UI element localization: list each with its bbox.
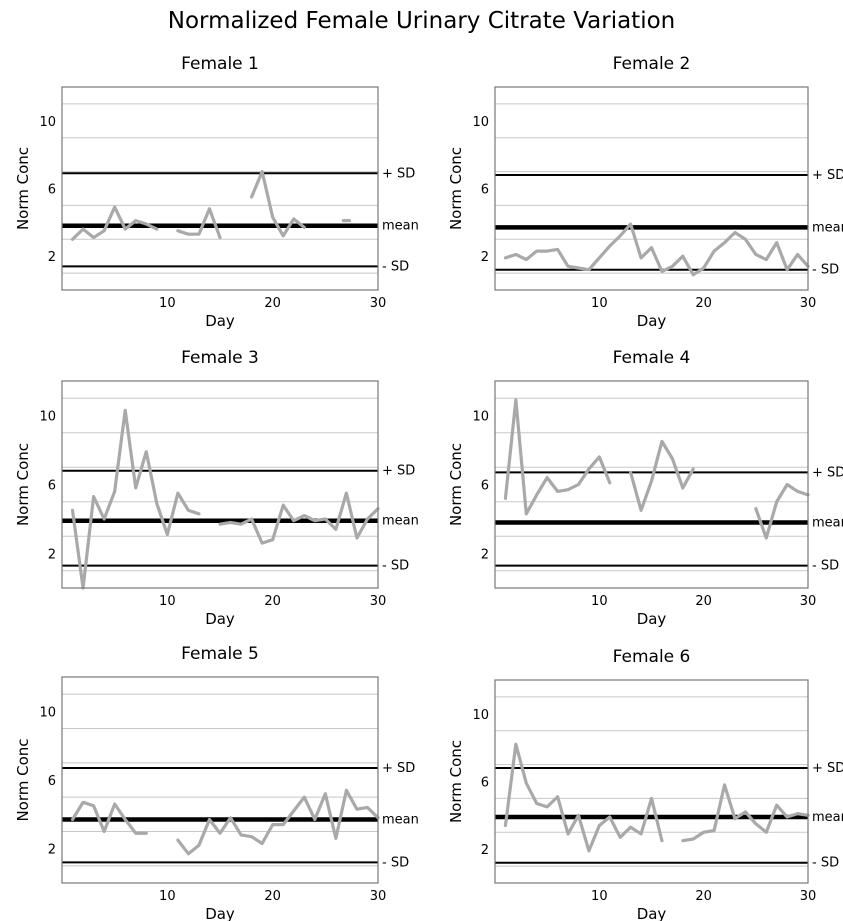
chart-panel-1: + SD mean - SD 2 6 10 10 20 30 Female 1 Day Norm Co… [14, 54, 419, 330]
series-line [70, 408, 201, 590]
panel-title: Female 1 [181, 54, 259, 74]
y-axis-label: Norm Conc [14, 147, 32, 230]
series-line [250, 169, 306, 238]
x-tick-label: 20 [264, 296, 281, 311]
panel-title: Female 2 [613, 54, 691, 74]
series-line [176, 207, 222, 240]
reference-label: mean [812, 515, 843, 530]
y-axis-label: Norm Conc [14, 738, 32, 821]
series-line [70, 205, 159, 241]
reference-label: - SD [812, 263, 839, 278]
reference-label: + SD [812, 465, 843, 480]
x-axis-label: Day [637, 610, 667, 628]
reference-label: mean [382, 219, 419, 234]
x-axis-label: Day [205, 312, 235, 330]
chart-panel-5: + SD mean - SD 2 6 10 10 20 30 Female 5 Day Norm Co… [14, 644, 419, 921]
y-tick-label: 2 [481, 548, 489, 563]
y-tick-label: 6 [48, 479, 56, 494]
reference-label: + SD [382, 166, 415, 181]
reference-label: + SD [812, 761, 843, 776]
y-axis-label: Norm Conc [447, 147, 465, 230]
y-axis-label: Norm Conc [14, 443, 32, 526]
x-tick-label: 20 [264, 889, 281, 904]
y-tick-label: 6 [481, 479, 489, 494]
series-line [503, 742, 664, 853]
plot-frame [61, 676, 379, 884]
x-axis-label: Day [637, 905, 667, 921]
x-axis-label: Day [205, 610, 235, 628]
x-tick-label: 10 [159, 889, 176, 904]
reference-label: + SD [382, 761, 415, 776]
series-line [503, 398, 612, 516]
y-tick-label: 10 [39, 115, 56, 130]
y-tick-label: 6 [481, 776, 489, 791]
x-tick-label: 30 [800, 594, 817, 609]
y-tick-label: 10 [472, 410, 489, 425]
x-tick-label: 20 [695, 889, 712, 904]
x-tick-label: 20 [264, 594, 281, 609]
y-tick-label: 10 [39, 705, 56, 720]
chart-panel-4: + SD mean - SD 2 6 10 10 20 30 Female 4 Day Norm Co… [447, 348, 843, 628]
chart-panel-6: + SD mean - SD 2 6 10 10 20 30 Female 6 Day Norm Co… [447, 647, 843, 921]
x-tick-label: 30 [370, 889, 387, 904]
series-line [503, 222, 810, 277]
x-axis-label: Day [205, 905, 235, 921]
panel-title: Female 3 [181, 348, 259, 368]
y-tick-label: 2 [48, 250, 56, 265]
reference-label: mean [382, 514, 419, 529]
series-line [681, 783, 810, 843]
reference-label: - SD [812, 559, 839, 574]
panel-title: Female 5 [181, 644, 259, 664]
y-tick-label: 2 [481, 250, 489, 265]
figure-title: Normalized Female Urinary Citrate Variat… [167, 8, 676, 34]
reference-label: mean [812, 220, 843, 235]
y-axis-label: Norm Conc [447, 740, 465, 823]
x-tick-label: 30 [800, 889, 817, 904]
y-axis-label: Norm Conc [447, 443, 465, 526]
series-line [176, 788, 380, 856]
y-tick-label: 10 [39, 410, 56, 425]
y-tick-label: 2 [481, 843, 489, 858]
x-tick-label: 10 [159, 594, 176, 609]
chart-panel-2: + SD mean - SD 2 6 10 10 20 30 Female 2 Day Norm Co… [447, 54, 843, 330]
y-tick-label: 2 [48, 843, 56, 858]
y-tick-label: 2 [48, 548, 56, 563]
reference-label: mean [382, 812, 419, 827]
x-axis-label: Day [637, 312, 667, 330]
reference-label: + SD [812, 168, 843, 183]
y-tick-label: 10 [472, 708, 489, 723]
panel-title: Female 4 [613, 348, 691, 368]
series-line [754, 482, 810, 540]
x-tick-label: 10 [591, 594, 608, 609]
y-tick-label: 6 [481, 183, 489, 198]
reference-label: - SD [382, 259, 409, 274]
x-tick-label: 20 [695, 594, 712, 609]
y-tick-label: 10 [472, 115, 489, 130]
series-line [629, 439, 695, 512]
x-tick-label: 20 [695, 296, 712, 311]
plot-frame [494, 86, 809, 291]
plot-frame [494, 380, 809, 589]
x-tick-label: 30 [370, 296, 387, 311]
reference-label: - SD [382, 559, 409, 574]
reference-label: - SD [382, 855, 409, 870]
x-tick-label: 30 [800, 296, 817, 311]
panel-title: Female 6 [613, 647, 691, 667]
series-line [218, 491, 380, 545]
reference-label: mean [812, 810, 843, 825]
x-tick-label: 10 [591, 889, 608, 904]
x-tick-label: 10 [159, 296, 176, 311]
reference-label: - SD [812, 856, 839, 871]
x-tick-label: 30 [370, 594, 387, 609]
reference-label: + SD [382, 464, 415, 479]
y-tick-label: 6 [48, 774, 56, 789]
series-line [70, 800, 148, 835]
chart-panel-3: + SD mean - SD 2 6 10 10 20 30 Female 3 Day Norm Co… [14, 348, 419, 628]
y-tick-label: 6 [48, 183, 56, 198]
x-tick-label: 10 [591, 296, 608, 311]
plot-frame [61, 380, 379, 589]
plot-frame [61, 86, 379, 291]
plot-frame [494, 679, 809, 884]
